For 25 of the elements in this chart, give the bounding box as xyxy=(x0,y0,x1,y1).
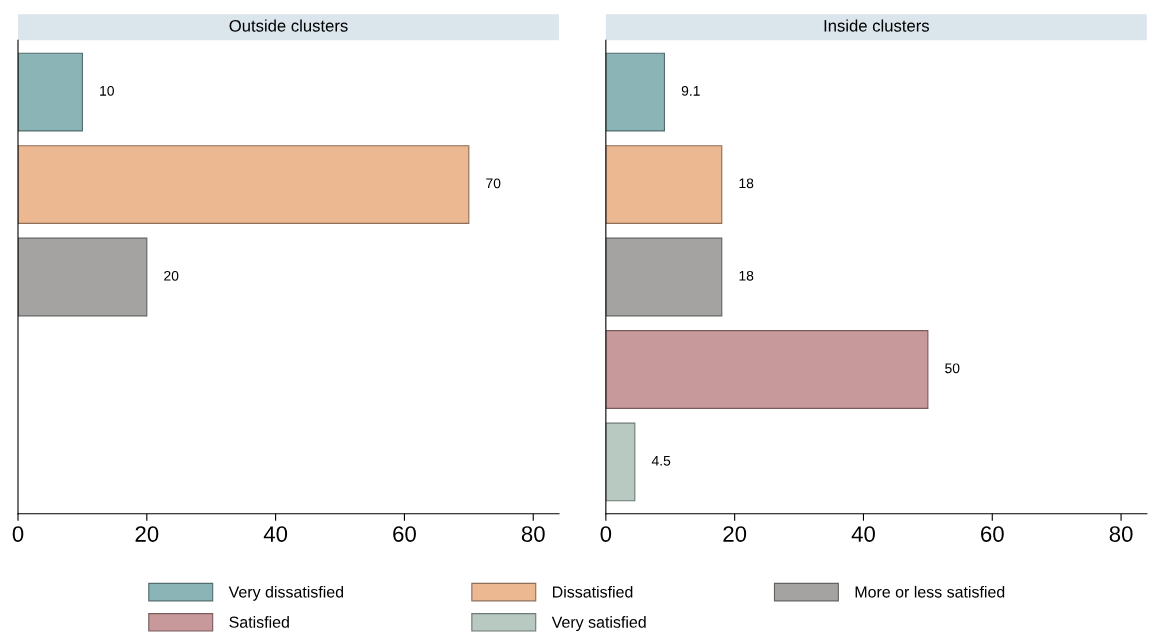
chart-title: Outside clusters xyxy=(229,19,348,32)
x-tick-label: 20 xyxy=(135,526,159,542)
x-tick-label: 80 xyxy=(1109,526,1133,542)
x-tick-label: 60 xyxy=(393,526,416,542)
data-label: 50 xyxy=(945,363,960,374)
x-tick-label: 80 xyxy=(521,526,545,542)
legend-label: Satisfied xyxy=(229,616,289,628)
data-label: 10 xyxy=(100,85,114,96)
data-label: 4.5 xyxy=(651,456,671,466)
x-tick-label: 40 xyxy=(263,526,288,542)
legend-label: Very dissatisfied xyxy=(228,585,344,601)
data-label: 9.1 xyxy=(681,85,700,96)
data-label: 70 xyxy=(486,178,501,189)
data-label: 20 xyxy=(164,270,179,281)
data-label: 18 xyxy=(739,270,754,281)
x-tick-label: 60 xyxy=(981,526,1004,542)
x-tick-label: 20 xyxy=(723,526,747,542)
x-tick-label: 0 xyxy=(12,526,24,542)
legend-label: Dissatisfied xyxy=(553,585,633,598)
data-label: 18 xyxy=(739,178,754,189)
chart-title: Inside clusters xyxy=(824,19,930,32)
legend-label: More or less satisfied xyxy=(855,585,1005,598)
x-tick-label: 40 xyxy=(851,526,875,542)
x-tick-label: 0 xyxy=(600,526,612,542)
legend-label: Very satisfied xyxy=(551,616,646,631)
